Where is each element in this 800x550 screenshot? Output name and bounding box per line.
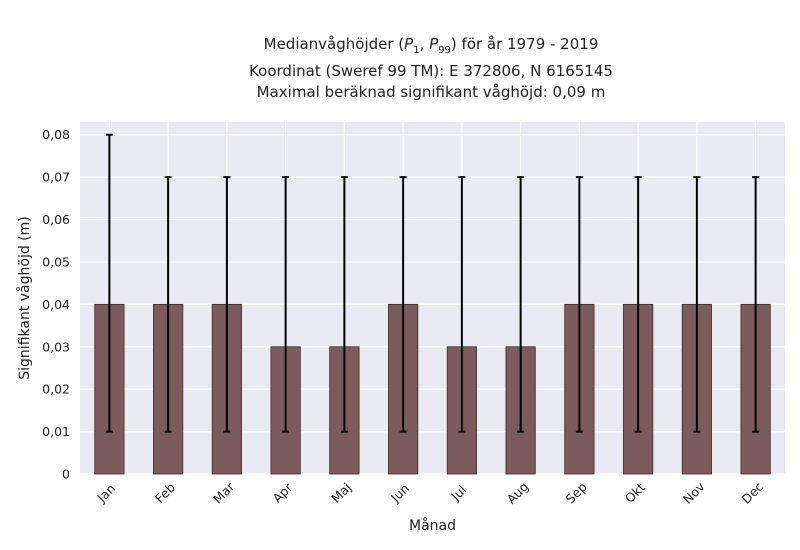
x-tick-label-sep: Sep	[563, 479, 590, 506]
y-tick-label: 0,08	[42, 127, 70, 142]
error-bar-feb	[164, 176, 172, 433]
chart-title: Medianvåghöjder (P1, P99) för år 1979 - …	[62, 34, 800, 103]
y-tick-label: 0,03	[42, 339, 70, 354]
error-bar-mar	[223, 176, 231, 433]
chart-title-line-2: Koordinat (Sweref 99 TM): E 372806, N 61…	[249, 62, 613, 80]
error-bar-nov	[693, 176, 701, 433]
plot-area	[80, 122, 785, 474]
x-tick-label-feb: Feb	[152, 480, 178, 506]
chart-title-line-1: Medianvåghöjder (P1, P99) för år 1979 - …	[263, 35, 599, 56]
x-axis-title: Månad	[409, 517, 456, 534]
y-tick-label: 0,05	[42, 254, 70, 269]
error-bar-sep	[575, 176, 583, 433]
x-tick-label-okt: Okt	[622, 480, 648, 506]
error-bar-maj	[340, 176, 348, 433]
error-bar-jan	[105, 133, 113, 433]
error-bar-okt	[634, 176, 642, 433]
x-tick-label-maj: Maj	[328, 480, 354, 506]
error-bar-aug	[517, 176, 525, 433]
x-tick-labels: Jan Feb Mar Apr Maj Jun Jul Aug Sep Okt Nov Dec	[93, 478, 766, 506]
x-tick-label-apr: Apr	[269, 479, 296, 506]
x-tick-label-jul: Jul	[447, 482, 469, 504]
y-tick-label: 0,04	[42, 297, 70, 312]
y-tick-labels: 0 0,01 0,02 0,03 0,04 0,05 0,06 0,07 0,08	[42, 127, 70, 481]
y-tick-label: 0,07	[42, 170, 70, 185]
y-tick-label: 0,01	[42, 424, 70, 439]
error-bar-jun	[399, 176, 407, 433]
x-tick-label-nov: Nov	[680, 478, 708, 506]
y-axis-title: Signifikant våghöjd (m)	[16, 216, 33, 379]
y-tick-label: 0,06	[42, 212, 70, 227]
x-tick-label-jan: Jan	[93, 481, 118, 506]
error-bar-apr	[282, 176, 290, 433]
error-bar-jul	[458, 176, 466, 433]
x-tick-label-aug: Aug	[504, 479, 532, 507]
y-tick-label: 0	[62, 467, 70, 482]
chart-title-line-3: Maximal beräknad signifikant våghöjd: 0,…	[256, 83, 606, 101]
x-tick-label-dec: Dec	[739, 479, 767, 507]
error-bars	[105, 133, 760, 433]
x-tick-label-mar: Mar	[210, 479, 238, 507]
y-tick-label: 0,02	[42, 382, 70, 397]
x-tick-label-jun: Jun	[387, 481, 412, 506]
error-bar-dec	[752, 176, 760, 433]
